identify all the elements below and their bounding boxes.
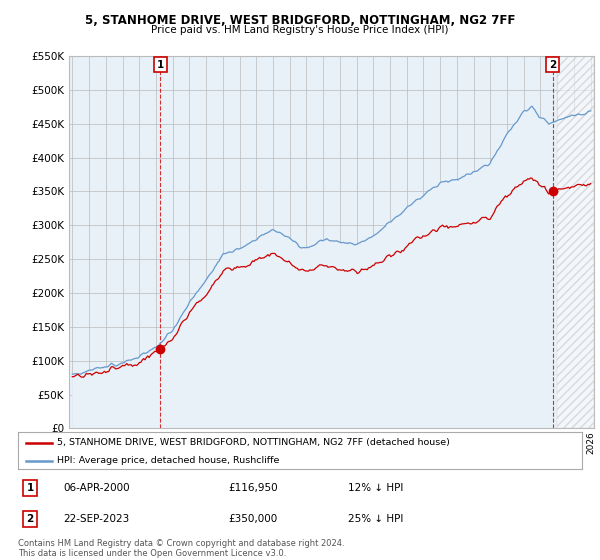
Text: 1: 1 [157, 60, 164, 70]
Text: Price paid vs. HM Land Registry's House Price Index (HPI): Price paid vs. HM Land Registry's House … [151, 25, 449, 35]
Text: 2: 2 [549, 60, 556, 70]
Text: Contains HM Land Registry data © Crown copyright and database right 2024.
This d: Contains HM Land Registry data © Crown c… [18, 539, 344, 558]
Text: 06-APR-2000: 06-APR-2000 [63, 483, 130, 493]
Text: 1: 1 [26, 483, 34, 493]
Text: 5, STANHOME DRIVE, WEST BRIDGFORD, NOTTINGHAM, NG2 7FF: 5, STANHOME DRIVE, WEST BRIDGFORD, NOTTI… [85, 14, 515, 27]
Text: 22-SEP-2023: 22-SEP-2023 [63, 514, 129, 524]
Text: HPI: Average price, detached house, Rushcliffe: HPI: Average price, detached house, Rush… [58, 456, 280, 465]
Text: 12% ↓ HPI: 12% ↓ HPI [348, 483, 403, 493]
Text: 2: 2 [26, 514, 34, 524]
Text: 5, STANHOME DRIVE, WEST BRIDGFORD, NOTTINGHAM, NG2 7FF (detached house): 5, STANHOME DRIVE, WEST BRIDGFORD, NOTTI… [58, 438, 451, 447]
Text: £350,000: £350,000 [228, 514, 277, 524]
Text: 25% ↓ HPI: 25% ↓ HPI [348, 514, 403, 524]
Text: £116,950: £116,950 [228, 483, 278, 493]
